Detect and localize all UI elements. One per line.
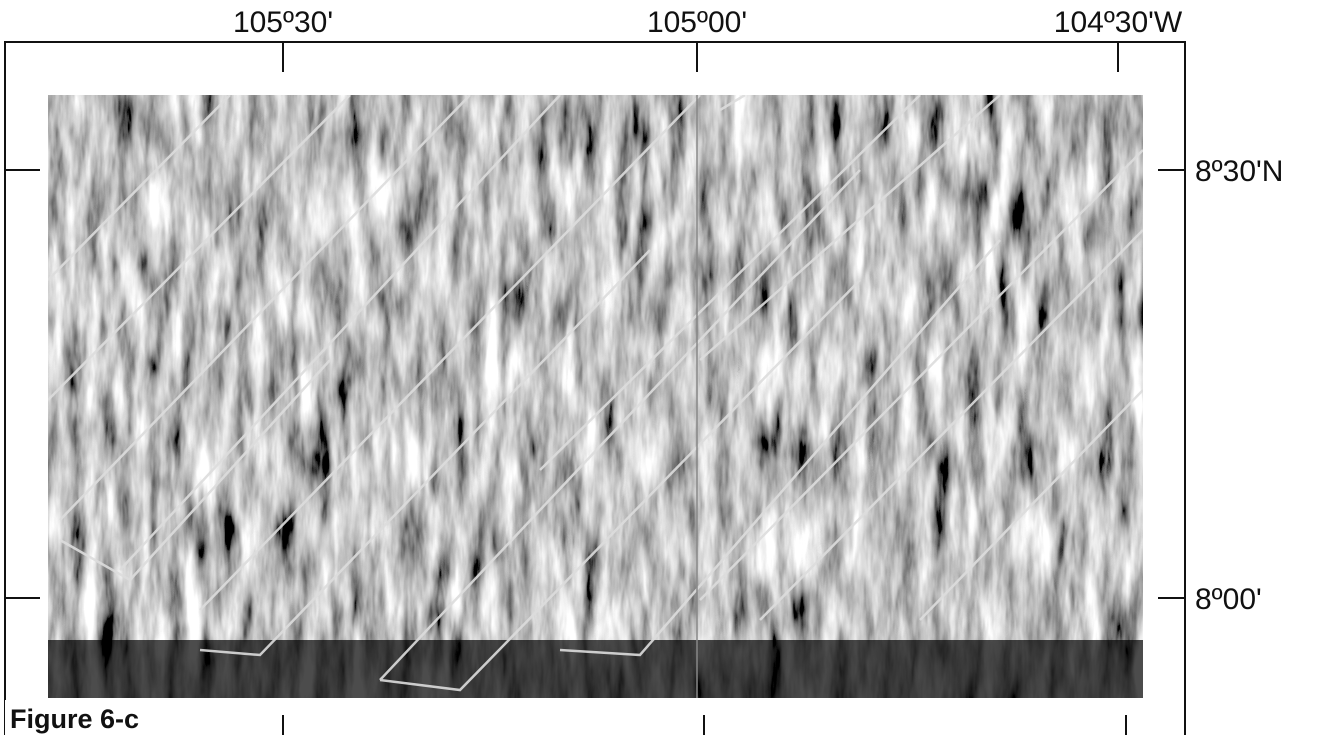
longitude-label: 105º30' [233, 6, 333, 39]
longitude-label: 105º00' [647, 6, 747, 39]
latitude-label: 8º30'N [1195, 155, 1283, 188]
longitude-label: 104º30'W [1054, 6, 1183, 39]
sonar-image [48, 95, 1143, 698]
latitude-label: 8º00' [1195, 583, 1262, 616]
figure-label: Figure 6-c [10, 704, 139, 734]
map-figure: 105º30' 105º00' 104º30'W 8º30'N 8º00' Fi… [0, 0, 1325, 735]
